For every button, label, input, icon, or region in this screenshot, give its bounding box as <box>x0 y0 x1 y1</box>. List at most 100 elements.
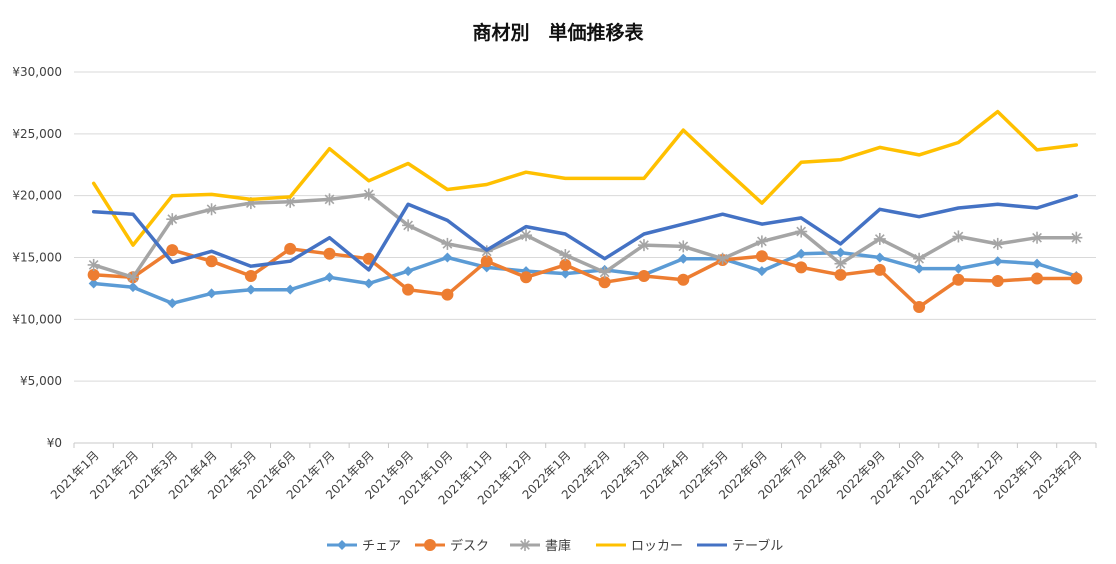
series-ロッカー <box>91 109 1079 247</box>
data-point <box>834 268 847 281</box>
data-point <box>598 266 611 279</box>
y-tick-label: ¥10,000 <box>12 312 62 326</box>
data-point <box>441 288 454 301</box>
data-point <box>796 248 807 259</box>
data-point <box>637 239 650 252</box>
data-point <box>403 266 414 277</box>
data-point <box>913 300 926 313</box>
data-point <box>323 247 336 260</box>
data-point <box>598 276 611 289</box>
series-line <box>91 247 1079 309</box>
data-point <box>88 278 99 289</box>
data-point <box>992 256 1003 267</box>
data-point <box>559 258 572 271</box>
data-point <box>205 203 218 216</box>
data-point <box>835 247 846 258</box>
legend-label: 書庫 <box>545 539 571 554</box>
data-point <box>520 271 533 284</box>
legend-entry: 書庫 <box>510 539 571 554</box>
data-point <box>244 270 257 283</box>
data-point <box>1070 231 1083 244</box>
series-line <box>91 192 1079 280</box>
y-axis-ticks: ¥0 ¥5,000 ¥10,000 ¥15,000 ¥20,000 ¥25,000 ¥30,… <box>12 65 62 450</box>
data-point <box>1031 272 1044 285</box>
legend-label: ロッカー <box>631 539 683 554</box>
data-point <box>245 284 256 295</box>
data-point <box>126 271 139 284</box>
data-point <box>716 252 729 265</box>
data-point <box>637 270 650 283</box>
data-point <box>952 230 965 243</box>
data-point <box>87 258 100 271</box>
legend-label: テーブル <box>732 538 783 554</box>
data-point <box>441 237 454 250</box>
legend: チェア デスク 書庫 ロッカー テーブル <box>327 538 783 554</box>
data-point <box>424 539 436 551</box>
data-point <box>166 213 179 226</box>
data-point <box>677 273 690 286</box>
data-point <box>285 284 296 295</box>
data-point <box>755 235 768 248</box>
series-デスク <box>87 242 1083 313</box>
series-line <box>91 109 1079 247</box>
data-point <box>442 252 453 263</box>
data-point <box>914 263 925 274</box>
data-point <box>834 257 847 270</box>
data-point <box>519 539 531 551</box>
y-tick-label: ¥25,000 <box>12 127 62 141</box>
data-point <box>323 193 336 206</box>
series-line <box>91 193 1079 272</box>
series-lines <box>87 109 1083 313</box>
y-tick-label: ¥30,000 <box>12 65 62 79</box>
data-point <box>87 268 100 281</box>
data-point <box>991 274 1004 287</box>
data-point <box>913 252 926 265</box>
chart-title: 商材別 単価推移表 <box>472 21 644 44</box>
data-point <box>480 255 493 268</box>
gridlines <box>74 71 1096 444</box>
data-point <box>127 282 138 293</box>
data-point <box>205 255 218 268</box>
data-point <box>560 268 571 279</box>
data-point <box>677 240 690 253</box>
y-tick-label: ¥20,000 <box>12 189 62 203</box>
data-point <box>363 278 374 289</box>
data-point <box>874 252 885 263</box>
legend-label: チェア <box>362 539 401 554</box>
y-tick-label: ¥15,000 <box>12 251 62 265</box>
data-point <box>337 540 347 550</box>
data-point <box>559 249 572 262</box>
data-point <box>991 237 1004 250</box>
x-axis-ticks: 2021年1月2021年2月2021年3月2021年4月2021年5月2021年… <box>48 443 1097 507</box>
legend-entry: チェア <box>327 539 401 554</box>
data-point <box>678 253 689 264</box>
data-point <box>756 266 767 277</box>
series-テーブル <box>91 193 1079 272</box>
data-point <box>953 263 964 274</box>
data-point <box>206 288 217 299</box>
data-point <box>167 298 178 309</box>
data-point <box>362 188 375 201</box>
data-point <box>873 263 886 276</box>
data-point <box>402 219 415 232</box>
data-point <box>520 229 533 242</box>
legend-entry: デスク <box>415 538 489 554</box>
data-point <box>755 250 768 263</box>
data-point <box>402 283 415 296</box>
data-point <box>795 261 808 274</box>
legend-label: デスク <box>450 538 489 554</box>
data-point <box>795 225 808 238</box>
y-tick-label: ¥5,000 <box>20 374 62 388</box>
data-point <box>1070 272 1083 285</box>
data-point <box>1031 231 1044 244</box>
data-point <box>1032 258 1043 269</box>
data-point <box>952 273 965 286</box>
y-tick-label: ¥0 <box>47 436 62 450</box>
data-point <box>284 242 297 255</box>
series-line <box>91 250 1079 306</box>
legend-entry: テーブル <box>697 538 783 554</box>
data-point <box>166 244 179 257</box>
data-point <box>324 272 335 283</box>
